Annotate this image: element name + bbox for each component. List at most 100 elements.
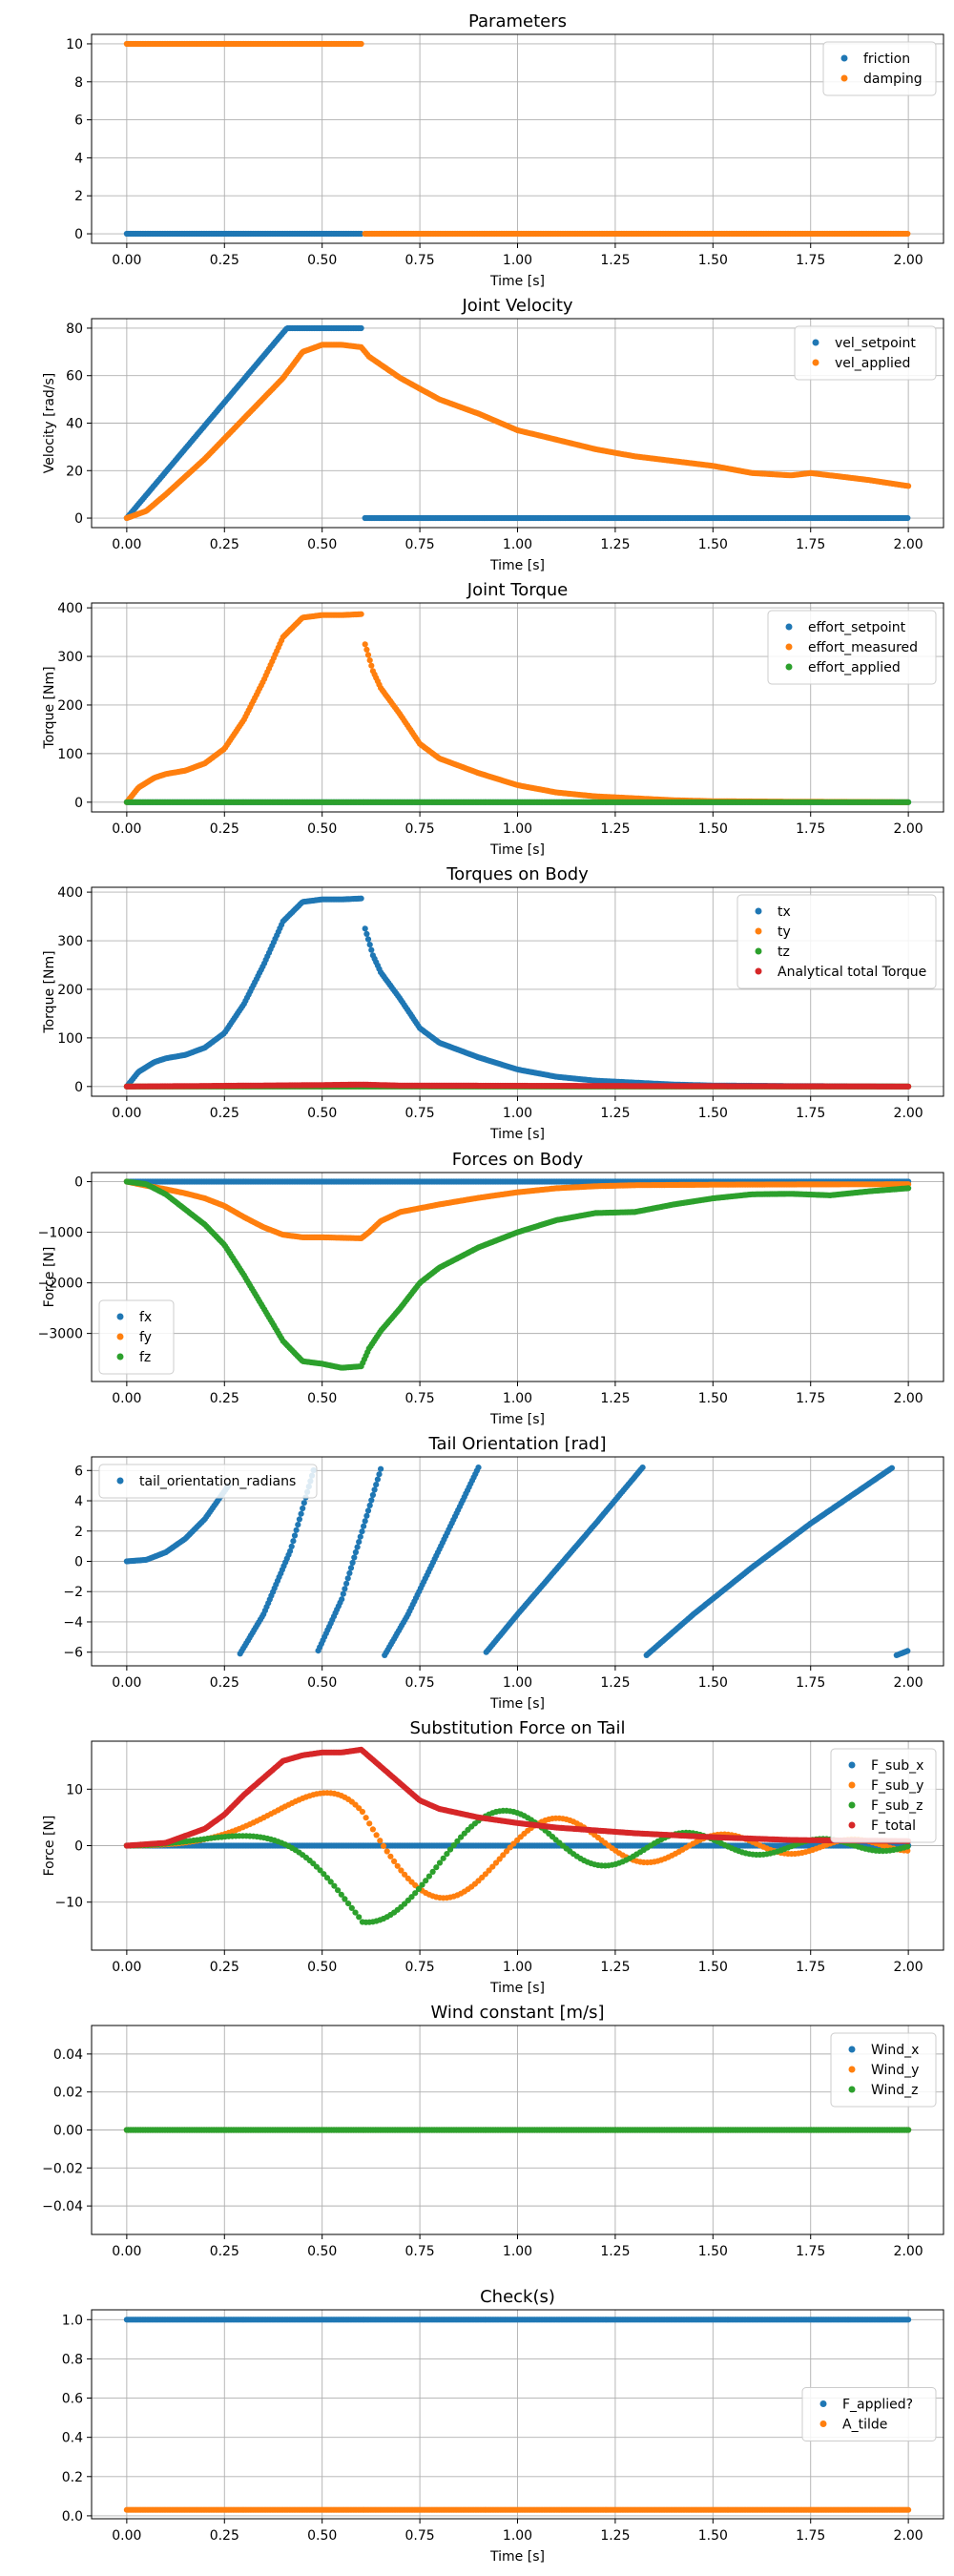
chart-title: Joint Velocity [461,296,572,316]
x-tick-label: 0.50 [307,537,337,552]
x-tick-label: 1.50 [698,821,728,837]
y-tick-label: 6 [74,114,83,129]
x-axis-label: Time [s] [489,274,545,289]
x-tick-label: 0.75 [405,253,435,268]
x-tick-label: 1.50 [698,537,728,552]
data-point [358,324,364,332]
legend-entry: damping [863,72,923,87]
legend-entry: effort_setpoint [808,620,906,635]
x-tick-label: 0.25 [210,253,239,268]
legend-entry: friction [863,52,910,67]
data-point [905,799,912,805]
legend-entry: vel_applied [835,356,910,371]
data-point [904,514,911,522]
y-tick-label: 0 [74,796,83,811]
data-point [364,652,372,658]
data-point [368,946,375,953]
y-tick-label: 100 [57,747,83,762]
y-tick-label: 400 [57,601,83,616]
data-points [123,324,912,522]
legend-entry: effort_applied [808,660,901,675]
legend-marker [785,643,793,651]
grid-lines [92,34,944,243]
x-tick-label: 0.25 [210,537,239,552]
y-tick-label: 0 [74,227,83,242]
data-point [363,930,370,938]
legend-marker [785,663,793,671]
x-tick-label: 1.75 [796,537,825,552]
x-tick-label: 1.25 [600,821,630,837]
legend-marker [812,359,819,366]
x-tick-label: 1.00 [503,537,532,552]
y-tick-label: 20 [66,464,83,479]
data-point [363,646,370,654]
x-tick-label: 0.25 [210,821,239,837]
x-tick-label: 1.50 [698,253,728,268]
x-tick-label: 1.00 [503,821,532,837]
x-tick-label: 0.50 [307,821,337,837]
x-tick-label: 2.00 [894,821,923,837]
y-axis-label: Torque [Nm] [42,666,57,749]
y-tick-label: 40 [66,417,83,432]
series-effort_applied [123,799,912,805]
y-tick-label: 8 [74,75,83,91]
chart-title: Parameters [468,11,567,31]
data-point [904,230,911,238]
y-tick-label: 2 [74,189,83,204]
data-point [366,657,373,664]
y-tick-label: 80 [66,322,83,337]
legend: vel_setpoint vel_applied [794,325,937,381]
chart-title: Torques on Body [446,864,589,884]
legend: effort_setpoint effort_measured effort_app… [767,610,937,685]
legend-marker [785,623,793,631]
x-tick-label: 0.75 [405,821,435,837]
data-point [362,641,368,648]
legend-marker [840,74,848,82]
series-Analytical total Torque [123,1081,912,1090]
y-tick-label: 60 [66,369,83,384]
x-tick-label: 0.00 [112,821,141,837]
series-vel_setpoint [123,324,911,522]
data-point [905,483,912,489]
legend-marker [812,339,819,346]
x-tick-label: 1.25 [600,253,630,268]
y-tick-label: 0 [74,511,83,527]
y-tick-label: 10 [66,37,83,52]
data-point [366,942,373,948]
data-point [358,895,364,902]
y-tick-label: 300 [57,650,83,665]
x-tick-label: 1.75 [796,821,825,837]
data-point [362,925,368,932]
subplot-3: Joint Torque 0.00 0.25 0.50 0.75 1.00 1.25 1.50… [42,580,944,858]
legend-entry: effort_measured [808,640,918,655]
y-axis-label: Velocity [rad/s] [42,373,57,474]
legend-box [794,325,937,381]
x-axis-label: Time [s] [489,558,545,573]
data-point [364,936,372,943]
data-point [368,662,375,669]
data-points [123,40,911,238]
legend-box [822,41,937,96]
legend: friction damping [822,41,937,96]
data-point [358,40,364,48]
y-tick-label: 200 [57,698,83,714]
x-tick-label: 2.00 [894,253,923,268]
x-tick-label: 2.00 [894,537,923,552]
legend-entry: vel_setpoint [835,336,916,351]
x-tick-label: 0.00 [112,253,141,268]
chart-title: Joint Torque [467,580,568,600]
series-damping [123,40,911,238]
x-tick-label: 1.00 [503,253,532,268]
x-tick-label: 0.50 [307,253,337,268]
x-tick-label: 0.75 [405,537,435,552]
x-tick-label: 1.25 [600,537,630,552]
series-friction [123,230,364,238]
legend-marker [840,54,848,62]
data-point [358,611,364,617]
y-tick-label: 4 [74,151,83,166]
x-axis-label: Time [s] [489,842,545,858]
